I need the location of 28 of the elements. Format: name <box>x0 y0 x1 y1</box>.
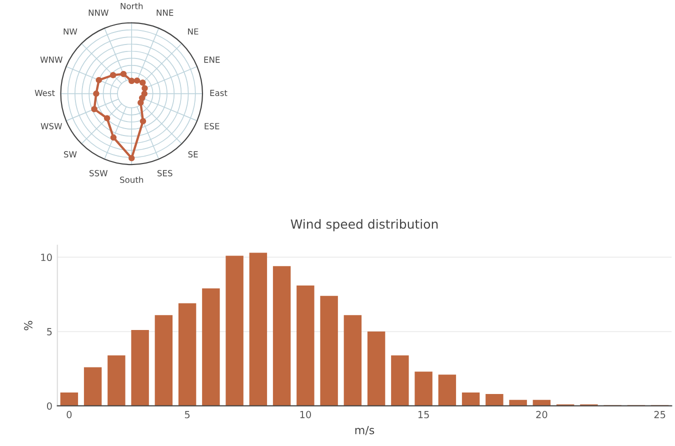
x-tick-label: 5 <box>184 411 190 418</box>
x-tick-label: 15 <box>418 411 429 418</box>
spoke-label: NNW <box>88 10 108 16</box>
x-axis-title: m/s <box>355 426 374 436</box>
spoke-label: East <box>210 90 228 96</box>
spoke-label: ESE <box>204 123 220 130</box>
spoke-label: WNW <box>40 56 62 63</box>
chart-title: Wind speed distribution <box>290 219 438 232</box>
spoke-label: SW <box>64 151 77 158</box>
y-tick-label: 10 <box>41 254 52 262</box>
x-tick-label: 25 <box>654 410 666 418</box>
spoke-label: WSW <box>40 123 62 130</box>
spoke-label: NNE <box>156 10 174 16</box>
spoke-label: North <box>120 2 143 10</box>
spoke-label: West <box>34 90 55 96</box>
spoke-label: SE <box>188 151 198 158</box>
y-tick-label: 0 <box>46 402 52 410</box>
x-tick-label: 0 <box>66 410 72 418</box>
y-axis-title: % <box>24 320 32 330</box>
spoke-label: SSW <box>90 170 108 176</box>
spoke-label: ENE <box>204 56 220 63</box>
x-tick-label: 20 <box>536 410 548 418</box>
spoke-label: South <box>120 176 144 183</box>
spoke-label: SES <box>157 170 172 176</box>
y-tick-label: 5 <box>47 328 52 336</box>
spoke-label: NE <box>188 28 198 35</box>
spoke-label: NW <box>64 28 78 35</box>
x-tick-label: 10 <box>300 410 311 418</box>
